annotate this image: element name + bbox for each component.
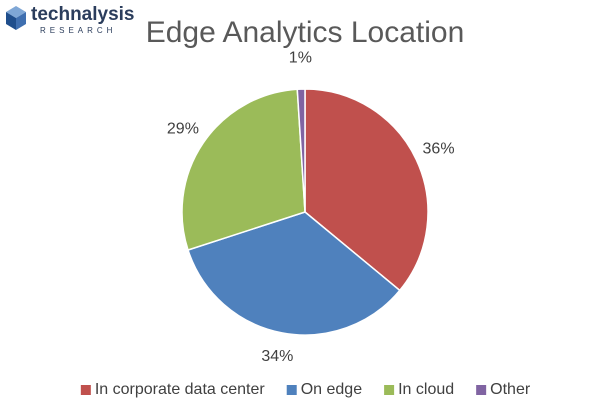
chart-title: Edge Analytics Location: [146, 16, 465, 49]
data-label: 1%: [289, 50, 312, 67]
pie-slice: [296, 88, 306, 213]
legend-label: On edge: [301, 381, 362, 398]
logo: technalysis RESEARCH: [6, 4, 135, 35]
legend-label: In cloud: [398, 381, 454, 398]
legend-label: In corporate data center: [95, 381, 266, 398]
logo-tagline: RESEARCH: [40, 26, 116, 35]
logo-cube-right: [16, 12, 26, 30]
legend-swatch: [384, 385, 395, 395]
legend-swatch: [286, 385, 297, 395]
pie-slice: [181, 88, 306, 251]
legend-swatch: [80, 385, 91, 395]
logo-cube-left: [6, 12, 16, 30]
data-label: 34%: [261, 348, 293, 365]
pie-slice: [187, 211, 401, 336]
data-label: 29%: [167, 120, 199, 137]
logo-name: technalysis: [31, 4, 135, 25]
legend-swatch: [476, 385, 487, 395]
pie-slice: [304, 88, 429, 292]
data-label: 36%: [423, 140, 455, 157]
legend-label: Other: [490, 381, 531, 398]
